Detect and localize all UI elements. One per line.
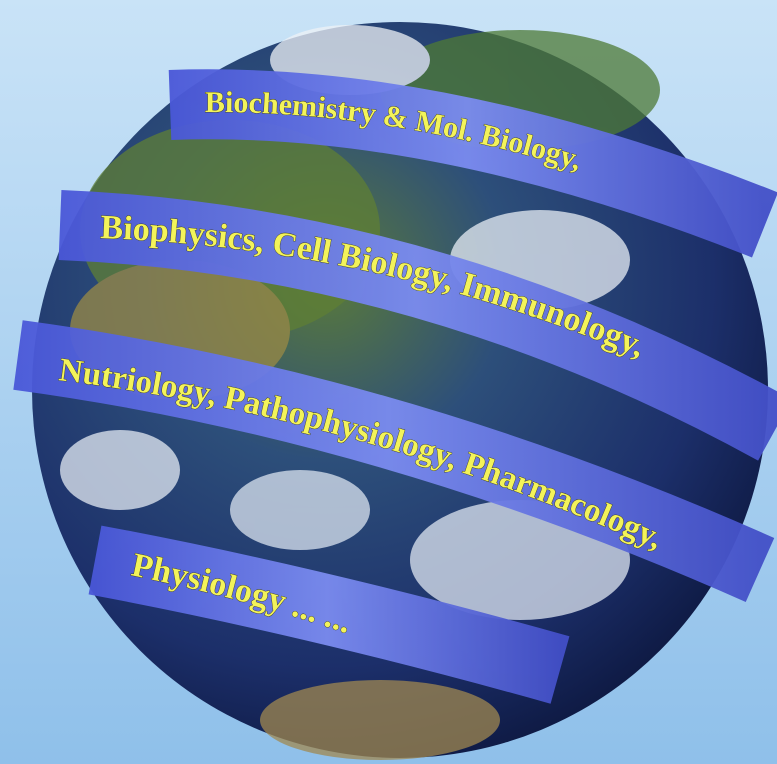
ribbon	[168, 69, 777, 258]
ribbon	[58, 190, 777, 461]
ribbon	[13, 320, 775, 602]
ribbon	[88, 525, 570, 704]
ribbons	[13, 69, 777, 704]
